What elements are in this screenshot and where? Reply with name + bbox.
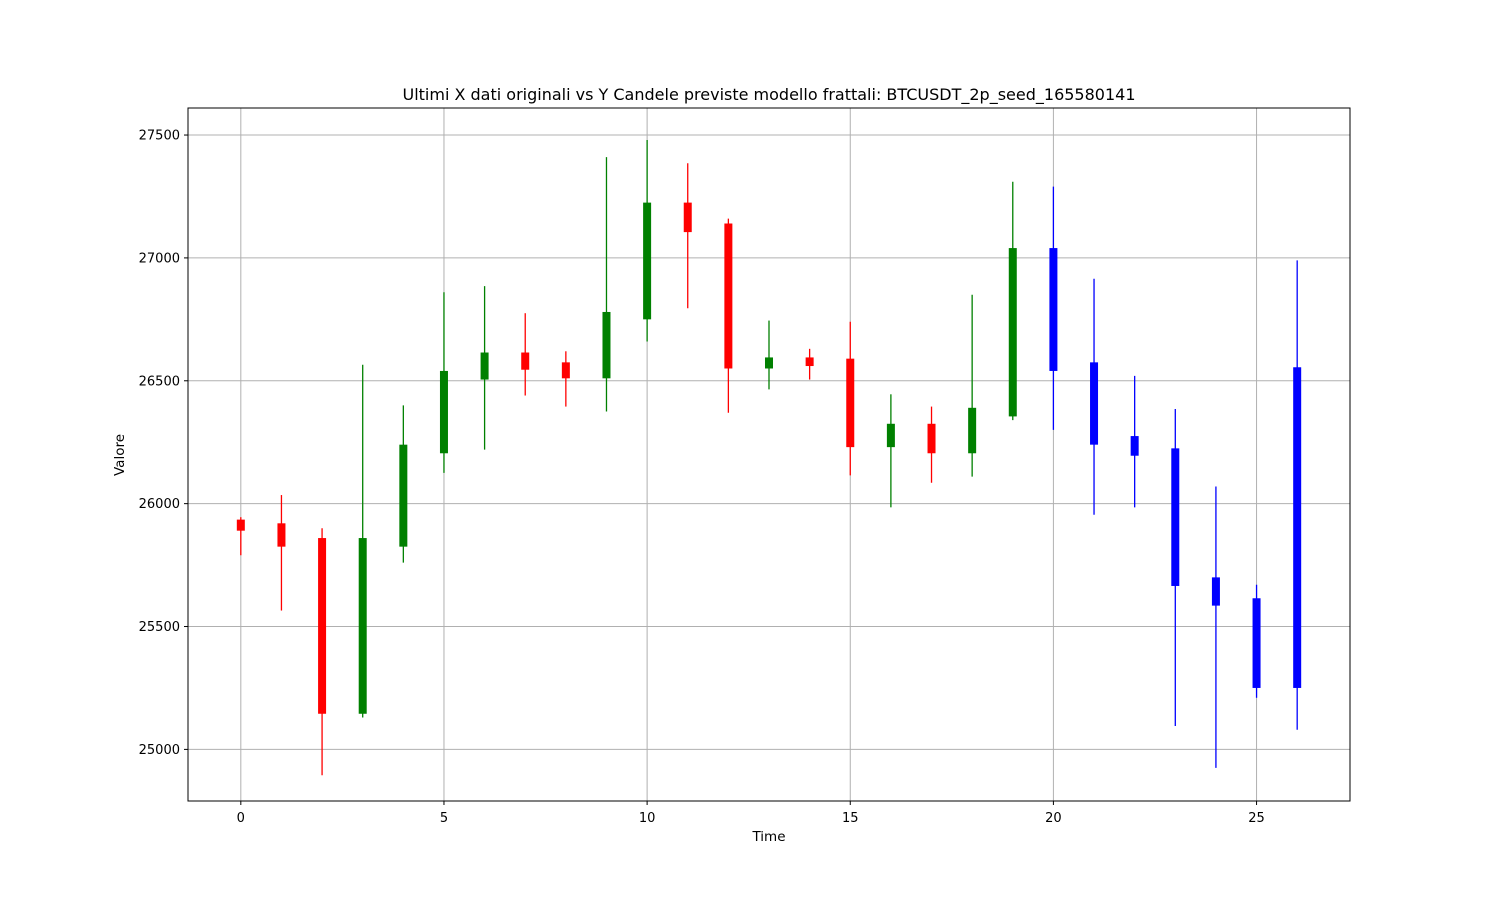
candle-body bbox=[602, 311, 611, 379]
candle-body bbox=[236, 519, 245, 531]
y-axis-ticks: 25000 25500 26000 26500 27000 27500 bbox=[139, 129, 188, 758]
candle-body bbox=[480, 352, 489, 380]
x-tick-label: 0 bbox=[237, 811, 245, 826]
candle-body bbox=[927, 423, 936, 454]
y-tick-label: 26500 bbox=[139, 374, 180, 389]
candle-body bbox=[805, 357, 814, 367]
candle-body bbox=[1293, 367, 1302, 688]
candle-body bbox=[643, 202, 652, 320]
x-tick-label: 10 bbox=[639, 811, 656, 826]
x-tick-label: 15 bbox=[842, 811, 859, 826]
candle-body bbox=[561, 362, 570, 379]
candle-body bbox=[724, 223, 733, 369]
candle-body bbox=[318, 538, 327, 714]
candles-group bbox=[236, 139, 1302, 776]
candle-body bbox=[1171, 448, 1180, 586]
x-tick-label: 20 bbox=[1045, 811, 1062, 826]
y-tick-label: 25500 bbox=[139, 620, 180, 635]
candle-body bbox=[1008, 248, 1017, 417]
candle-body bbox=[358, 538, 367, 714]
chart-title: Ultimi X dati originali vs Y Candele pre… bbox=[402, 85, 1135, 105]
candle-body bbox=[439, 370, 448, 454]
candle-body bbox=[765, 357, 773, 369]
candle-body bbox=[1090, 362, 1099, 445]
y-tick-label: 26000 bbox=[139, 497, 180, 512]
candle-body bbox=[1130, 436, 1139, 456]
candle-body bbox=[1211, 577, 1220, 606]
x-axis-ticks: 0 5 10 15 20 25 bbox=[237, 801, 1265, 826]
candle-body bbox=[886, 423, 895, 448]
x-tick-label: 5 bbox=[440, 811, 448, 826]
candle-body bbox=[846, 358, 855, 448]
x-axis-label: Time bbox=[751, 829, 785, 845]
candle-body bbox=[277, 523, 286, 547]
y-tick-label: 27500 bbox=[139, 129, 180, 144]
candle-body bbox=[968, 407, 977, 454]
candle-body bbox=[521, 352, 530, 370]
x-tick-label: 25 bbox=[1248, 811, 1265, 826]
candle-body bbox=[1252, 598, 1261, 688]
candle-body bbox=[399, 444, 408, 547]
y-axis-label: Valore bbox=[112, 434, 128, 476]
y-tick-label: 27000 bbox=[139, 251, 180, 266]
plot-frame bbox=[187, 107, 1351, 802]
candle-body bbox=[683, 202, 692, 233]
y-tick-label: 25000 bbox=[139, 743, 180, 758]
candle-body bbox=[1049, 248, 1058, 371]
